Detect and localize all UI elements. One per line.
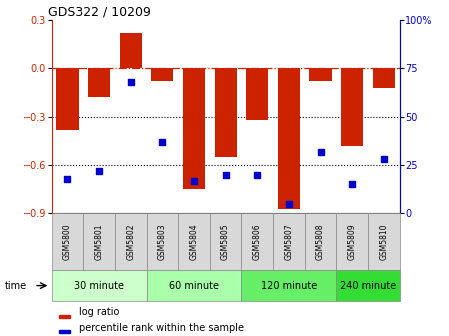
Bar [336,270,400,301]
Text: GSM5805: GSM5805 [221,223,230,260]
Bar [210,213,242,270]
Text: GSM5802: GSM5802 [126,224,135,260]
Text: time: time [4,281,26,291]
Point [222,172,229,177]
Bar [309,69,332,81]
Text: GSM5806: GSM5806 [253,223,262,260]
Bar [242,270,336,301]
Bar [83,213,115,270]
Text: GSM5810: GSM5810 [379,224,388,260]
Bar [242,213,273,270]
Text: log ratio: log ratio [79,307,120,318]
Point [254,172,261,177]
Text: percentile rank within the sample: percentile rank within the sample [79,323,244,333]
Text: GSM5801: GSM5801 [95,224,104,260]
Bar [305,213,336,270]
Text: 120 minute: 120 minute [261,281,317,291]
Text: GDS322 / 10209: GDS322 / 10209 [48,6,151,19]
Text: 240 minute: 240 minute [340,281,396,291]
Bar [215,69,237,157]
Point [380,157,387,162]
Text: GSM5807: GSM5807 [284,223,293,260]
Bar [115,213,146,270]
Bar [151,69,173,81]
Bar [88,69,110,97]
Text: 30 minute: 30 minute [74,281,124,291]
Bar [52,270,146,301]
Text: GSM5803: GSM5803 [158,223,167,260]
Text: GSM5800: GSM5800 [63,223,72,260]
Point [127,79,134,85]
Bar [52,213,83,270]
Text: GSM5808: GSM5808 [316,224,325,260]
Bar [341,69,363,146]
Bar [178,213,210,270]
Bar [273,213,305,270]
Point [159,139,166,144]
Point [317,149,324,154]
Bar [278,69,300,209]
Point [190,178,198,183]
Bar [58,315,70,318]
Text: GSM5804: GSM5804 [189,223,198,260]
Point [64,176,71,181]
Bar [183,69,205,189]
Bar [146,213,178,270]
Bar [368,213,400,270]
Bar [58,330,70,333]
Bar [373,69,395,88]
Bar [119,33,142,69]
Point [96,168,103,173]
Bar [57,69,79,130]
Bar [246,69,269,120]
Point [285,201,292,206]
Bar [336,213,368,270]
Text: GSM5809: GSM5809 [348,223,357,260]
Bar [146,270,242,301]
Point [348,182,356,187]
Text: 60 minute: 60 minute [169,281,219,291]
